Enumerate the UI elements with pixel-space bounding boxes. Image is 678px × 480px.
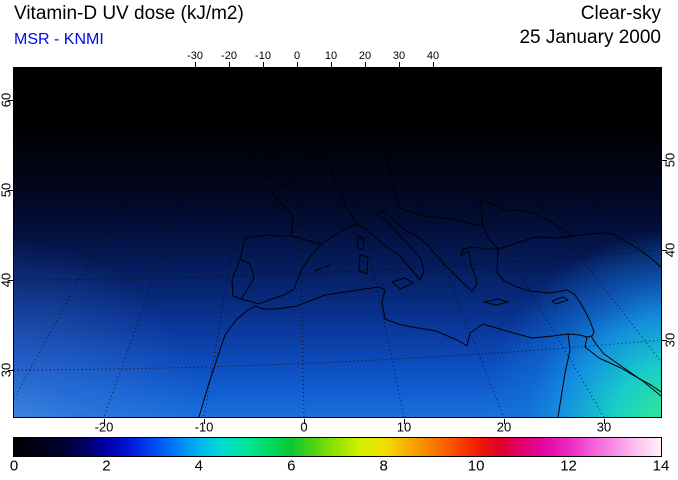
lon-label-bottom: -20 bbox=[94, 419, 114, 435]
tick-mark bbox=[404, 419, 405, 424]
map-panel bbox=[13, 67, 662, 418]
lon-label-bottom: 20 bbox=[496, 419, 512, 435]
page-title: Vitamin-D UV dose (kJ/m2) bbox=[14, 3, 244, 24]
coastlines bbox=[198, 68, 661, 417]
tick-mark bbox=[297, 62, 298, 67]
lon-label-top: -20 bbox=[221, 50, 237, 62]
colorbar-label: 2 bbox=[102, 457, 111, 475]
tick-mark bbox=[504, 419, 505, 424]
colorbar-label: 8 bbox=[379, 457, 388, 475]
lon-label-top: 0 bbox=[293, 50, 301, 62]
colorbar-label: 4 bbox=[194, 457, 204, 475]
uv-dose-map bbox=[14, 68, 661, 417]
lon-label-bottom: 30 bbox=[596, 419, 612, 435]
tick-mark bbox=[8, 370, 13, 371]
tick-mark bbox=[229, 62, 230, 67]
lon-label-top: -30 bbox=[187, 50, 203, 62]
colorbar-label: 14 bbox=[652, 457, 670, 475]
tick-mark bbox=[662, 340, 667, 341]
tick-mark bbox=[365, 62, 366, 67]
tick-mark bbox=[662, 250, 667, 251]
tick-mark bbox=[204, 419, 205, 424]
condition-label: Clear-sky bbox=[580, 3, 661, 24]
lon-label-top: 30 bbox=[392, 50, 406, 62]
colorbar-label: 6 bbox=[287, 457, 296, 475]
lon-label-top: -10 bbox=[255, 50, 271, 62]
tick-mark bbox=[433, 62, 434, 67]
tick-mark bbox=[195, 62, 196, 67]
tick-mark bbox=[604, 419, 605, 424]
source-label: MSR - KNMI bbox=[14, 31, 104, 48]
date-label: 25 January 2000 bbox=[519, 27, 661, 48]
lon-label-top: 40 bbox=[426, 50, 440, 62]
tick-mark bbox=[662, 160, 667, 161]
colorbar bbox=[13, 437, 662, 457]
tick-mark bbox=[8, 280, 13, 281]
tick-mark bbox=[304, 419, 305, 424]
tick-mark bbox=[104, 419, 105, 424]
lon-label-top: 10 bbox=[324, 50, 338, 62]
tick-mark bbox=[399, 62, 400, 67]
lon-label-bottom: -10 bbox=[194, 419, 214, 435]
tick-mark bbox=[331, 62, 332, 67]
colorbar-label: 12 bbox=[560, 457, 577, 475]
tick-mark bbox=[263, 62, 264, 67]
dose-field-southeast-glow bbox=[14, 68, 661, 417]
colorbar-label: 0 bbox=[9, 457, 19, 475]
colorbar-label: 10 bbox=[467, 457, 485, 475]
lon-label-top: 20 bbox=[358, 50, 372, 62]
lon-label-bottom: 10 bbox=[396, 419, 412, 435]
lon-label-bottom: 0 bbox=[300, 419, 308, 435]
tick-mark bbox=[8, 190, 13, 191]
tick-mark bbox=[8, 100, 13, 101]
